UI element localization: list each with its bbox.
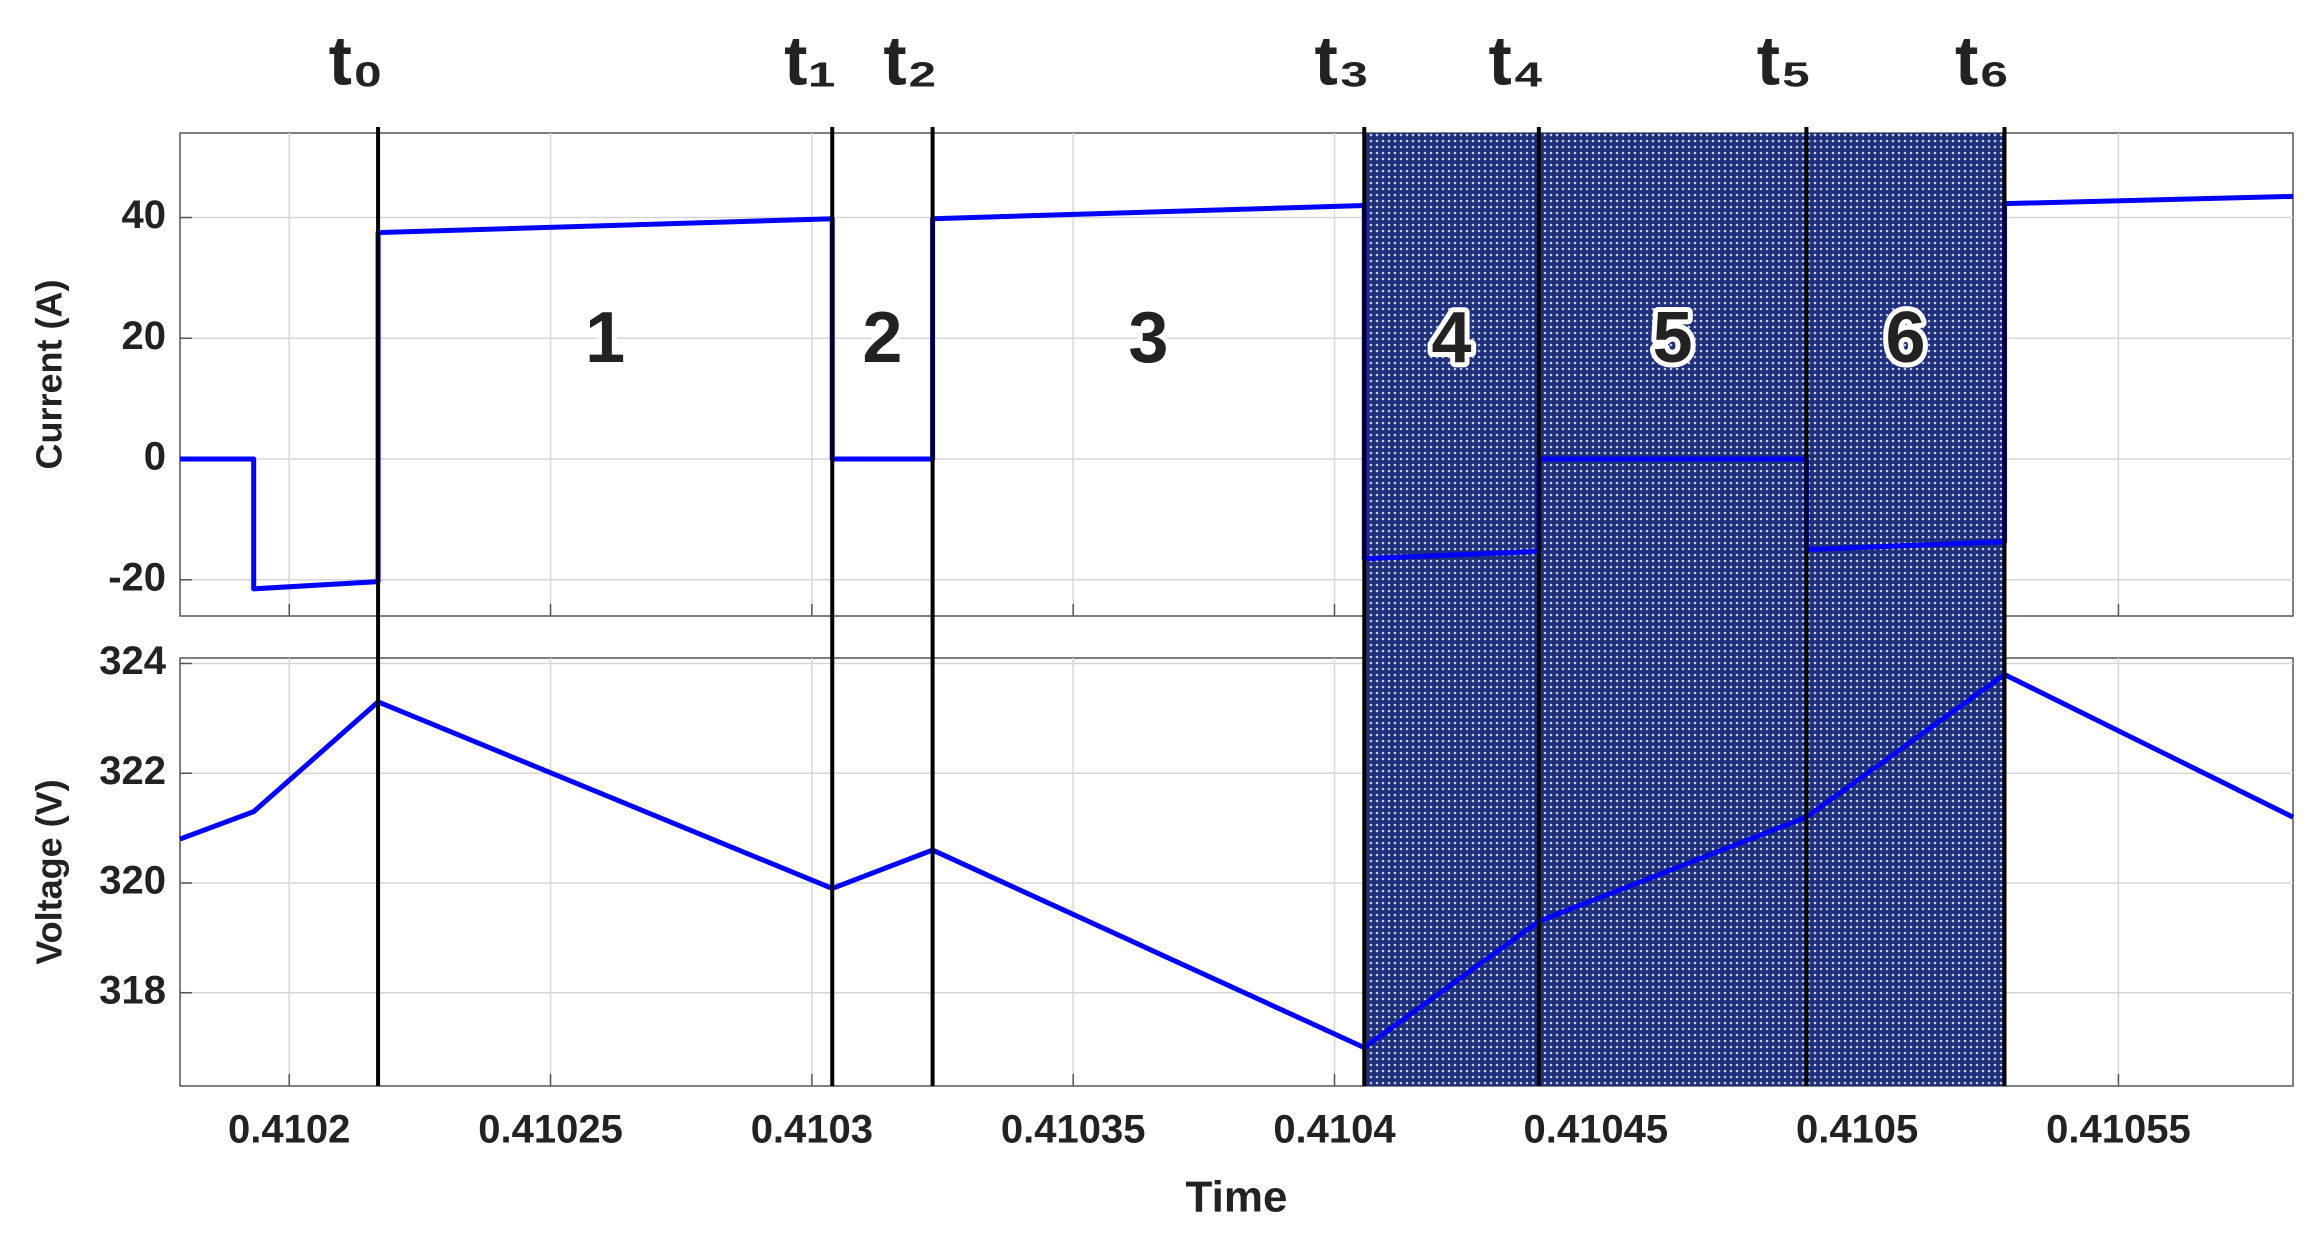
region-shade: [1806, 133, 2005, 1086]
x-tick-label: 0.4103: [751, 1108, 873, 1152]
marker-label: t₃: [1314, 21, 1370, 99]
y-tick-label: 320: [99, 859, 166, 903]
data-line: [179, 671, 2295, 1051]
marker-label: t₁: [784, 21, 836, 99]
y-axis-label: Voltage (V): [29, 779, 70, 964]
marker-label: t₆: [1955, 21, 2010, 99]
marker-label: t₀: [329, 21, 384, 99]
marker-label: t₅: [1757, 21, 1812, 99]
region-label: 1: [585, 298, 625, 378]
data-line: [180, 193, 2294, 592]
region-label: 5: [1653, 298, 1693, 378]
x-axis-label: Time: [1186, 1173, 1288, 1222]
y-tick-label: -20: [108, 555, 166, 599]
x-tick-label: 0.41025: [478, 1108, 623, 1152]
x-tick-label: 0.41035: [1001, 1108, 1146, 1152]
y-axis-label: Current (A): [29, 280, 70, 470]
y-tick-label: 0: [144, 435, 166, 479]
y-tick-label: 318: [99, 968, 166, 1012]
region-label: 2: [862, 298, 902, 378]
region-label: 3: [1128, 298, 1168, 378]
marker-label: t₂: [883, 21, 937, 99]
y-tick-label: 322: [99, 749, 166, 793]
region-label: 6: [1885, 298, 1925, 378]
marker-label: t₄: [1489, 21, 1546, 99]
region-shade: [1364, 133, 1539, 1086]
x-tick-label: 0.41055: [2046, 1108, 2191, 1152]
region-shade: [1538, 133, 1807, 1086]
y-tick-label: 20: [122, 314, 167, 358]
region-label: 4: [1432, 298, 1472, 378]
x-tick-label: 0.4104: [1273, 1108, 1396, 1152]
x-tick-label: 0.4105: [1796, 1108, 1918, 1152]
x-tick-label: 0.4102: [228, 1108, 350, 1152]
y-tick-label: 40: [122, 193, 167, 237]
y-tick-label: 324: [99, 639, 166, 683]
x-tick-label: 0.41045: [1524, 1108, 1669, 1152]
